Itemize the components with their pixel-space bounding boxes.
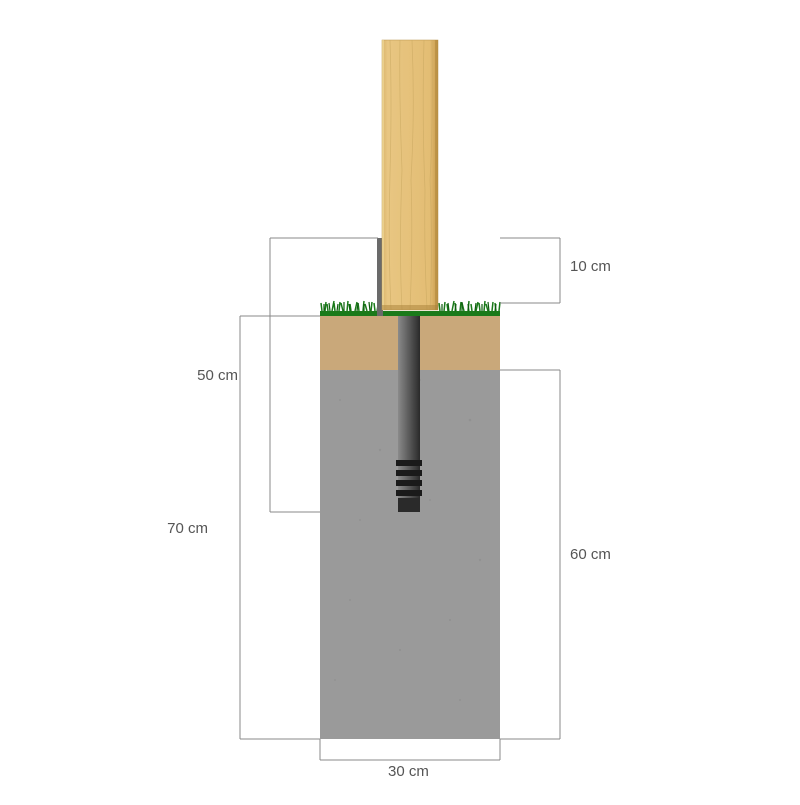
label-30cm: 30 cm xyxy=(388,763,429,780)
foundation-diagram: 10 cm 50 cm 60 cm 70 cm 30 cm xyxy=(0,0,800,800)
label-50cm: 50 cm xyxy=(197,367,238,384)
diagram-svg xyxy=(0,0,800,800)
label-60cm: 60 cm xyxy=(570,546,611,563)
wooden-post xyxy=(382,40,438,310)
label-70cm: 70 cm xyxy=(167,520,208,537)
label-10cm: 10 cm xyxy=(570,258,611,275)
